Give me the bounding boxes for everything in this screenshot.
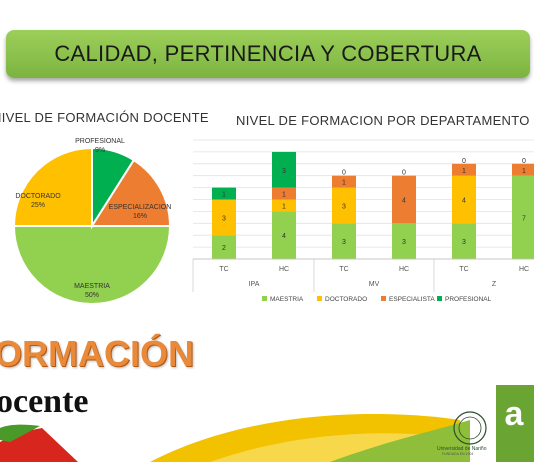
bar-value-label: 0 xyxy=(342,170,346,177)
pie-chart: MAESTRIA 50% DOCTORADO 25% PROFESIONAL 9% ESPE… xyxy=(12,138,172,305)
footer-word-docente: ocente xyxy=(0,383,89,420)
pie-label-profesional: PROFESIONAL xyxy=(75,138,125,145)
pie-pct-maestria: 50% xyxy=(85,292,99,299)
legend-swatch-especialista xyxy=(381,296,386,301)
group-label: MV xyxy=(369,281,380,288)
x-tick-label: HC xyxy=(279,266,289,273)
bar-value-label: 4 xyxy=(282,233,286,240)
legend-label-doctorado: DOCTORADO xyxy=(325,296,367,303)
bar-value-label: 7 xyxy=(522,215,526,222)
x-tick-label: HC xyxy=(519,266,529,273)
bar-segment-doctorado xyxy=(272,199,296,212)
x-tick-label: TC xyxy=(459,266,468,273)
title-banner: CALIDAD, PERTINENCIA Y COBERTURA xyxy=(6,30,530,78)
bar-segment-maestria xyxy=(512,175,534,259)
x-tick-label: TC xyxy=(219,266,228,273)
pie-slice-especializacion xyxy=(90,158,172,227)
bar-value-label: 1 xyxy=(342,180,346,187)
bar-segment-especialista xyxy=(452,163,476,176)
university-seal-inner xyxy=(458,416,482,440)
footer-wave-green xyxy=(330,420,470,462)
bar-value-label: 1 xyxy=(222,192,226,199)
bar-value-label: 1 xyxy=(282,203,286,210)
legend-label-profesional: PROFESIONAL xyxy=(445,296,492,303)
legend-swatch-doctorado xyxy=(317,296,322,301)
bar-chart: 2301TC4113HC3310TC3040HC3410TC7010HCIPAM… xyxy=(192,139,534,303)
pie-label-doctorado: DOCTORADO xyxy=(15,193,61,200)
bar-segment-maestria xyxy=(212,235,236,259)
footer-word-formacion: ORMACIÓN xyxy=(0,333,194,374)
logo-mark-icon: a xyxy=(505,395,525,433)
bar-value-label: 3 xyxy=(402,239,406,246)
logo-caption: Universidad de Nariño xyxy=(437,446,487,452)
logo-subcaption: FUNDADA EN 1904 xyxy=(442,452,474,456)
bar-segment-doctorado xyxy=(452,175,476,224)
bar-value-label: 0 xyxy=(462,158,466,165)
legend-swatch-maestria xyxy=(262,296,267,301)
bar-segment-maestria xyxy=(452,223,476,259)
bar-segment-especialista xyxy=(332,175,356,188)
pie-chart-title: NIVEL DE FORMACIÓN DOCENTE xyxy=(0,110,209,125)
pie-slice-doctorado xyxy=(12,146,93,227)
bar-value-label: 1 xyxy=(522,168,526,175)
bar-value-label: 2 xyxy=(222,245,226,252)
bar-value-label: 3 xyxy=(342,239,346,246)
banner-title: CALIDAD, PERTINENCIA Y COBERTURA xyxy=(54,41,482,66)
bar-segment-maestria xyxy=(332,223,356,259)
pie-label-maestria: MAESTRIA xyxy=(74,283,110,290)
bar-value-label: 3 xyxy=(342,203,346,210)
bar-value-label: 4 xyxy=(462,198,466,205)
bar-segment-profesional xyxy=(272,151,296,188)
bar-segment-especialista xyxy=(392,175,416,224)
pie-slice-maestria xyxy=(12,225,172,305)
bar-value-label: 3 xyxy=(462,239,466,246)
group-label: IPA xyxy=(249,281,260,288)
bar-segment-especialista xyxy=(272,187,296,200)
bar-value-label: 3 xyxy=(222,215,226,222)
x-tick-label: HC xyxy=(399,266,409,273)
bar-value-label: 3 xyxy=(282,168,286,175)
bar-segment-maestria xyxy=(272,211,296,259)
pie-pct-profesional: 9% xyxy=(95,147,105,154)
bar-value-label: 0 xyxy=(522,158,526,165)
bar-value-label: 1 xyxy=(462,168,466,175)
legend-label-maestria: MAESTRIA xyxy=(270,296,304,303)
bar-value-label: 4 xyxy=(402,198,406,205)
bar-value-label: 0 xyxy=(402,170,406,177)
bar-chart-title: NIVEL DE FORMACION POR DEPARTAMENTO xyxy=(236,113,530,128)
bar-segment-maestria xyxy=(392,223,416,259)
bar-segment-doctorado xyxy=(212,199,236,236)
pie-pct-doctorado: 25% xyxy=(31,202,45,209)
bar-segment-doctorado xyxy=(332,187,356,224)
bar-segment-profesional xyxy=(212,187,236,200)
pie-pct-especializacion: 16% xyxy=(133,213,147,220)
footer-leaf-green xyxy=(0,424,40,442)
group-label: Z xyxy=(492,281,497,288)
logo-green-panel xyxy=(496,385,534,462)
x-tick-label: TC xyxy=(339,266,348,273)
university-seal-icon xyxy=(453,411,487,445)
legend-label-especialista: ESPECIALISTA xyxy=(389,296,435,303)
legend-swatch-profesional xyxy=(437,296,442,301)
bar-segment-especialista xyxy=(512,163,534,176)
pie-label-especializacion: ESPECIALIZACION xyxy=(109,204,172,211)
bar-value-label: 1 xyxy=(282,192,286,199)
